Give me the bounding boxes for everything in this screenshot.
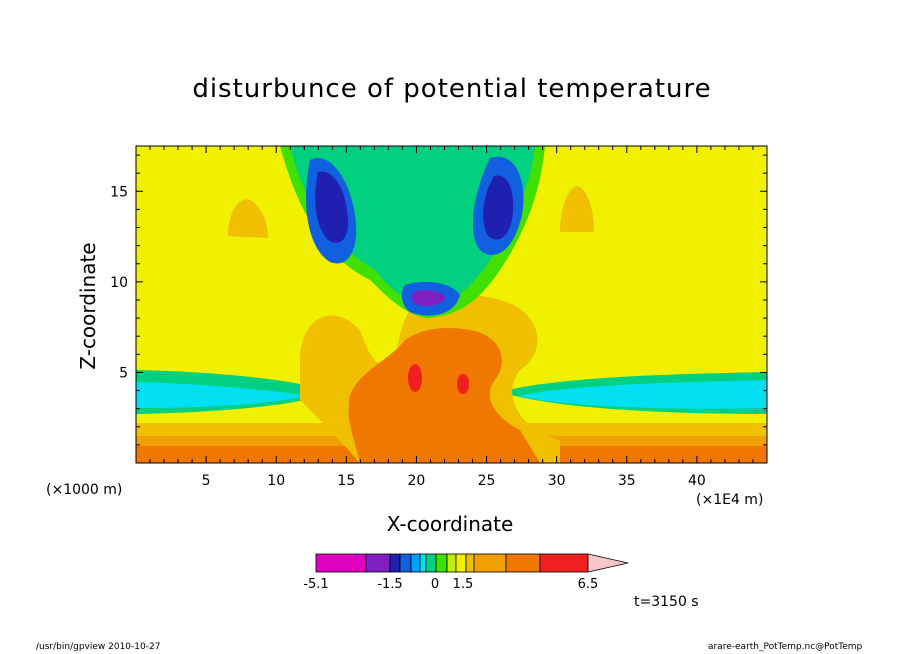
x-tick-label: 30 <box>548 473 566 489</box>
y-tick-label: 5 <box>119 365 128 381</box>
x-tick-label: 10 <box>267 473 285 489</box>
colorbar-segment <box>389 553 401 573</box>
x-tick-label: 5 <box>202 473 211 489</box>
cold-lobe-left-core <box>315 171 349 243</box>
warm-bubble-right <box>560 186 594 232</box>
chart-title: disturbunce of potential temperature <box>192 74 712 104</box>
x-tick-label: 35 <box>618 473 636 489</box>
colorbar-segment <box>465 553 475 573</box>
contour-field <box>136 146 767 463</box>
warm-bubble-left <box>228 199 268 238</box>
right-layer-inner <box>518 380 767 409</box>
colorbar-arrow <box>587 553 629 573</box>
time-annotation: t=3150 s <box>634 594 699 610</box>
cold-lobe-right-core <box>483 175 514 240</box>
x-axis-label: X-coordinate <box>386 512 514 536</box>
colorbar-segment <box>315 553 367 573</box>
footer-right: arare-earth_PotTemp.nc@PotTemp <box>708 642 863 652</box>
x-tick-label: 40 <box>688 473 706 489</box>
warm-max-2 <box>457 374 469 394</box>
plot-frame <box>135 145 768 464</box>
colorbar-segment <box>455 553 467 573</box>
colorbar-segment <box>419 553 427 573</box>
colorbar: -5.1 -1.5 0 1.5 6.5 <box>303 553 629 592</box>
y-tick-label: 10 <box>110 275 128 291</box>
colorbar-label: 6.5 <box>578 577 599 592</box>
footer-left: /usr/bin/gpview 2010-10-27 <box>36 642 161 652</box>
colorbar-segment <box>410 553 421 573</box>
colorbar-segment <box>446 553 457 573</box>
warm-max-1 <box>408 364 422 392</box>
cold-upper-mid <box>290 146 535 305</box>
colorbar-label: 1.5 <box>453 577 474 592</box>
left-layer-inner <box>136 382 308 408</box>
x-axis-ticks: 5 10 15 20 25 30 35 40 <box>149 146 754 489</box>
cold-center-core <box>411 290 446 306</box>
colorbar-segment <box>425 553 437 573</box>
x-scale-note: (×1000 m) <box>46 482 123 498</box>
colorbar-segment <box>473 553 507 573</box>
colorbar-label: -5.1 <box>303 577 328 592</box>
colorbar-label: -1.5 <box>377 577 402 592</box>
colorbar-label: 0 <box>431 577 439 592</box>
y-axis-ticks: 5 10 15 <box>110 154 767 446</box>
colorbar-segment <box>365 553 391 573</box>
x-scale-note-right: (×1E4 m) <box>696 492 764 508</box>
x-tick-label: 25 <box>478 473 496 489</box>
y-axis-label: Z-coordinate <box>76 242 100 370</box>
x-tick-label: 20 <box>408 473 426 489</box>
y-tick-label: 15 <box>110 184 128 200</box>
x-tick-label: 15 <box>337 473 355 489</box>
colorbar-segment <box>399 553 412 573</box>
colorbar-segment <box>505 553 541 573</box>
colorbar-segment <box>539 553 589 573</box>
colorbar-segment <box>435 553 448 573</box>
warm-plume-core <box>348 328 540 463</box>
